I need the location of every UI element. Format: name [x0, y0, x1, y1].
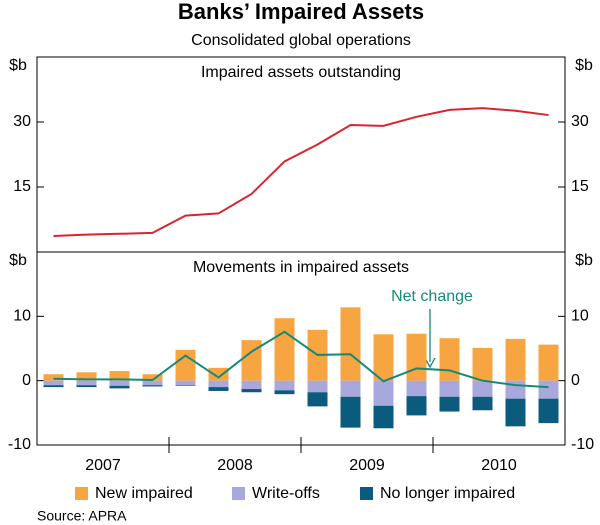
chart-subtitle: Consolidated global operations: [191, 32, 411, 49]
legend-swatch: [232, 487, 245, 500]
y-axis-label: $b: [9, 252, 27, 269]
bar: [274, 318, 295, 381]
bar: [373, 380, 394, 406]
bar: [208, 387, 229, 391]
bar: [76, 385, 97, 388]
y-tick-label-right: 30: [571, 113, 589, 130]
legend-label: Write-offs: [252, 485, 320, 502]
annotation: Net change: [391, 288, 473, 305]
bar: [373, 405, 394, 429]
bar: [109, 380, 130, 386]
bar: [142, 385, 163, 387]
y-axis-label: $b: [9, 57, 27, 74]
bar: [406, 380, 427, 397]
bar: [505, 398, 526, 427]
bar: [142, 374, 163, 381]
bar: [76, 380, 97, 386]
bar: [373, 334, 394, 381]
bar: [43, 380, 64, 386]
bar: [208, 367, 229, 381]
bar: [307, 380, 328, 393]
x-tick-label: 2010: [481, 457, 517, 474]
bar: [406, 333, 427, 381]
legend-swatch: [360, 487, 373, 500]
bar: [340, 396, 361, 428]
bar: [208, 380, 229, 388]
bar: [175, 385, 196, 386]
y-tick-label-right: -10: [571, 436, 594, 453]
x-tick-label: 2009: [349, 457, 385, 474]
legend-label: No longer impaired: [380, 485, 515, 502]
bar: [109, 371, 130, 381]
y-axis-label-right: $b: [575, 57, 593, 74]
bar: [43, 374, 64, 381]
panel-title: Movements in impaired assets: [193, 259, 409, 276]
y-tick-label: -10: [8, 436, 31, 453]
chart-title: Banks’ Impaired Assets: [178, 0, 424, 24]
y-tick-label-right: 10: [571, 308, 589, 325]
legend-label: New impaired: [95, 485, 193, 502]
bar: [472, 380, 493, 397]
line: [53, 330, 549, 389]
bar: [307, 392, 328, 407]
y-tick-label-right: 0: [571, 372, 580, 389]
source: Source: APRA: [37, 508, 127, 524]
bar: [538, 380, 559, 399]
bar: [175, 349, 196, 381]
bar: [241, 389, 262, 393]
y-tick-label: 0: [22, 372, 31, 389]
bar: [472, 347, 493, 381]
bar: [439, 380, 460, 397]
y-tick-label: 10: [13, 308, 31, 325]
bar: [274, 380, 295, 391]
bar: [43, 385, 64, 388]
y-tick-label: 30: [13, 113, 31, 130]
bar: [340, 380, 361, 397]
bar: [472, 396, 493, 411]
x-tick-label: 2007: [85, 457, 121, 474]
legend-swatch: [75, 487, 88, 500]
bar: [76, 372, 97, 381]
bar: [505, 338, 526, 381]
bar: [109, 385, 130, 389]
annotation-arrowhead: [424, 357, 436, 369]
bar: [175, 380, 196, 386]
bar: [538, 398, 559, 424]
y-tick-label: 15: [13, 178, 31, 195]
panel-title: Impaired assets outstanding: [201, 64, 401, 81]
bar: [340, 307, 361, 381]
bar: [241, 380, 262, 390]
bar: [142, 380, 163, 386]
bar: [274, 390, 295, 395]
bar: [406, 396, 427, 416]
bar: [538, 344, 559, 381]
line: [53, 107, 549, 237]
y-tick-label-right: 15: [571, 178, 589, 195]
y-axis-label-right: $b: [575, 252, 593, 269]
x-tick-label: 2008: [217, 457, 253, 474]
bar: [439, 396, 460, 412]
bar: [241, 340, 262, 381]
bar: [439, 338, 460, 381]
